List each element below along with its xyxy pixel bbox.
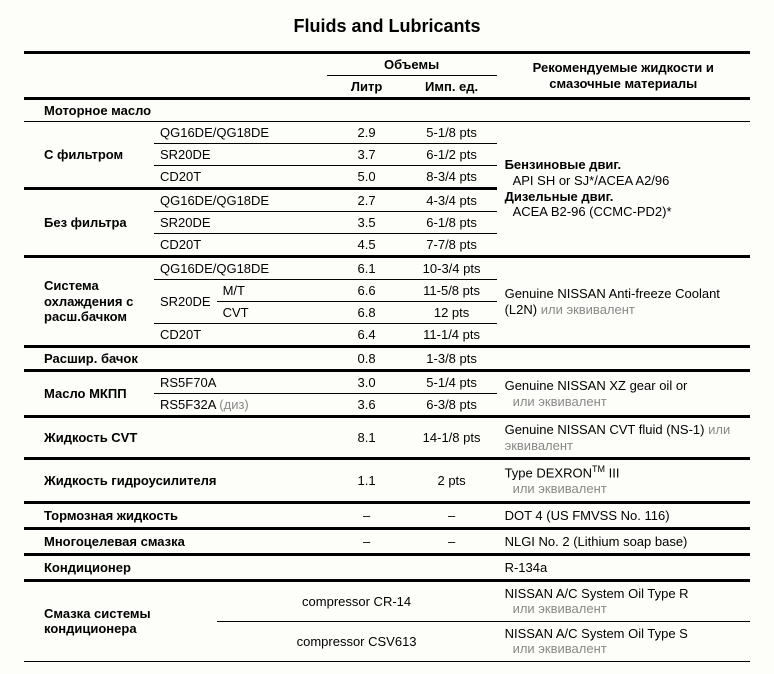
value-liters: 3.5 <box>327 212 407 234</box>
value-imp: 11-1/4 pts <box>407 324 497 347</box>
label-ac: Кондиционер <box>24 554 327 580</box>
engine-code: RS5F32A <box>160 397 216 412</box>
label-without-filter: Без фильтра <box>24 189 154 257</box>
label-with-filter: С фильтром <box>24 122 154 189</box>
rec-ac-s: NISSAN A/C System Oil Type S или эквивал… <box>497 621 750 661</box>
rec-cvt: Genuine NISSAN CVT fluid (NS-1) или экви… <box>497 417 750 459</box>
value-imp: 11-5/8 pts <box>407 280 497 302</box>
value-liters: 6.8 <box>327 302 407 324</box>
rec-dexron-post: III <box>605 466 619 481</box>
label-mt-oil: Масло МКПП <box>24 371 154 417</box>
compressor-model: compressor CR-14 <box>217 580 497 621</box>
rec-brake: DOT 4 (US FMVSS No. 116) <box>497 502 750 528</box>
rec-gear-text: Genuine NISSAN XZ gear oil or <box>505 378 688 393</box>
label-cooling: Система охлаждения с расш.бачком <box>24 257 154 347</box>
rec-diesel-spec: ACEA B2-96 (CCMC-PD2)* <box>505 204 672 219</box>
label-grease: Многоцелевая смазка <box>24 528 327 554</box>
label-ps-fluid: Жидкость гидроусилителя <box>24 459 327 503</box>
header-recommended: Рекомендуемые жидкости и смазочные матер… <box>497 53 750 99</box>
engine-sub: CVT <box>217 302 327 324</box>
engine-sub: M/T <box>217 280 327 302</box>
header-liters: Литр <box>327 76 407 99</box>
value-liters: 3.0 <box>327 371 407 394</box>
value-liters: 1.1 <box>327 459 407 503</box>
rec-or-equiv: или эквивалент <box>505 601 607 616</box>
compressor-model: compressor CSV613 <box>217 621 497 661</box>
value-liters: 4.5 <box>327 234 407 257</box>
value-imp: 4-3/4 pts <box>407 189 497 212</box>
value-liters: 8.1 <box>327 417 407 459</box>
section-engine-oil: Моторное масло <box>24 99 750 122</box>
value-imp: 5-1/8 pts <box>407 122 497 144</box>
value-liters: 2.9 <box>327 122 407 144</box>
rec-ps: Type DEXRONTM III или эквивалент <box>497 459 750 503</box>
value-liters: 5.0 <box>327 166 407 189</box>
rec-ac-r: NISSAN A/C System Oil Type R или эквивал… <box>497 580 750 621</box>
fluids-table: Объемы Рекомендуемые жидкости и смазочны… <box>24 51 750 662</box>
rec-or-equiv: или эквивалент <box>505 481 607 496</box>
value-imp: 6-1/2 pts <box>407 144 497 166</box>
rec-ac-s-text: NISSAN A/C System Oil Type S <box>505 626 688 641</box>
value-imp: 5-1/4 pts <box>407 371 497 394</box>
header-imp: Имп. ед. <box>407 76 497 99</box>
value-imp: 6-3/8 pts <box>407 394 497 417</box>
rec-or-equiv: или эквивалент <box>505 394 607 409</box>
value-dash: – <box>407 502 497 528</box>
engine-diz-tag: (диз) <box>219 397 248 412</box>
engine-cell: RS5F32A (диз) <box>154 394 327 417</box>
value-imp: 1-3/8 pts <box>407 347 497 371</box>
engine-cell: SR20DE <box>154 280 217 324</box>
rec-petrol-title: Бензиновые двиг. <box>505 157 622 172</box>
rec-engine-oil: Бензиновые двиг. API SH or SJ*/ACEA A2/9… <box>497 122 750 257</box>
value-imp: 7-7/8 pts <box>407 234 497 257</box>
engine-cell: SR20DE <box>154 212 327 234</box>
engine-cell: CD20T <box>154 324 327 347</box>
rec-or-equiv: или эквивалент <box>541 302 635 317</box>
value-liters: 6.6 <box>327 280 407 302</box>
rec-or-equiv: или эквивалент <box>505 641 607 656</box>
rec-cvt-text: Genuine NISSAN CVT fluid (NS-1) <box>505 422 705 437</box>
engine-cell: RS5F70A <box>154 371 327 394</box>
engine-cell: SR20DE <box>154 144 327 166</box>
value-imp: 14-1/8 pts <box>407 417 497 459</box>
label-brake: Тормозная жидкость <box>24 502 327 528</box>
value-liters: 3.7 <box>327 144 407 166</box>
value-imp: 2 pts <box>407 459 497 503</box>
engine-cell: CD20T <box>154 234 327 257</box>
value-imp: 12 pts <box>407 302 497 324</box>
value-liters: 2.7 <box>327 189 407 212</box>
value-liters: 6.1 <box>327 257 407 280</box>
label-cvt-fluid: Жидкость CVT <box>24 417 327 459</box>
label-ac-oil: Смазка системы кондиционера <box>24 580 217 661</box>
value-imp: 6-1/8 pts <box>407 212 497 234</box>
engine-cell: QG16DE/QG18DE <box>154 189 327 212</box>
rec-dexron-pre: Type DEXRON <box>505 466 592 481</box>
value-imp: 8-3/4 pts <box>407 166 497 189</box>
value-dash: – <box>327 502 407 528</box>
value-liters: 6.4 <box>327 324 407 347</box>
engine-cell: QG16DE/QG18DE <box>154 122 327 144</box>
label-exp-tank: Расшир. бачок <box>24 347 327 371</box>
engine-cell: CD20T <box>154 166 327 189</box>
engine-cell: QG16DE/QG18DE <box>154 257 327 280</box>
rec-gear-oil: Genuine NISSAN XZ gear oil or или эквива… <box>497 371 750 417</box>
value-imp: 10-3/4 pts <box>407 257 497 280</box>
page-title: Fluids and Lubricants <box>24 16 750 37</box>
rec-ac-r-text: NISSAN A/C System Oil Type R <box>505 586 689 601</box>
rec-dexron-sup: TM <box>592 464 605 474</box>
value-liters: 3.6 <box>327 394 407 417</box>
rec-coolant: Genuine NISSAN Anti-freeze Coolant (L2N)… <box>497 257 750 347</box>
value-dash: – <box>327 528 407 554</box>
rec-diesel-title: Дизельные двиг. <box>505 189 614 204</box>
rec-grease: NLGI No. 2 (Lithium soap base) <box>497 528 750 554</box>
value-liters: 0.8 <box>327 347 407 371</box>
value-dash: – <box>407 528 497 554</box>
rec-petrol-spec: API SH or SJ*/ACEA A2/96 <box>505 173 670 188</box>
header-volumes: Объемы <box>327 53 497 76</box>
rec-refrigerant: R-134a <box>497 554 750 580</box>
